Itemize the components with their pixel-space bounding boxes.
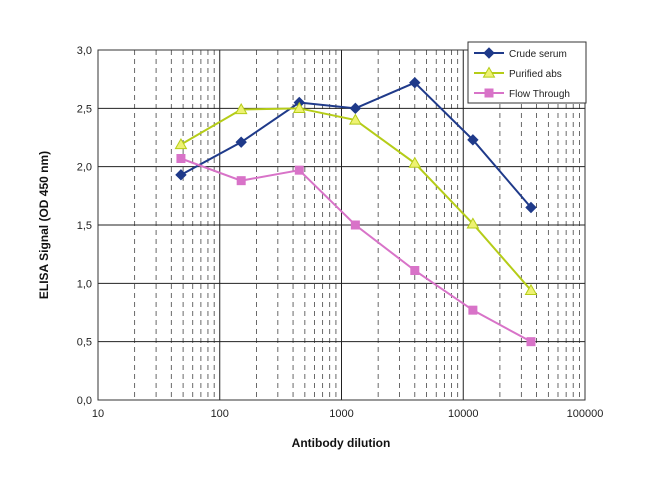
series-purified-abs — [174, 101, 538, 295]
data-point — [468, 305, 478, 315]
x-tick-label: 100000 — [567, 408, 604, 420]
x-tick-labels: 10 100 1000 10000 100000 — [92, 408, 603, 420]
data-point — [234, 102, 248, 115]
data-point — [175, 169, 187, 181]
data-point — [466, 217, 480, 229]
data-point — [409, 76, 421, 89]
y-tick-label: 1,0 — [77, 278, 92, 290]
legend-label: Purified abs — [509, 69, 562, 80]
legend: Crude serum Purified abs Flow Through — [467, 41, 587, 104]
data-point — [526, 337, 536, 347]
data-point — [235, 136, 247, 148]
data-point — [349, 113, 362, 125]
y-tick-label: 3,0 — [77, 45, 92, 57]
y-tick-label: 0,5 — [77, 337, 92, 349]
data-point — [236, 176, 246, 186]
y-tick-labels: 0,0 0,5 1,0 1,5 2,0 2,5 3,0 — [77, 45, 92, 407]
x-axis-title: Antibody dilution — [292, 436, 391, 450]
x-tick-label: 1000 — [329, 408, 353, 420]
legend-entry: Purified abs — [474, 66, 562, 80]
data-point — [525, 201, 537, 214]
series-crude-serum — [175, 76, 537, 214]
series-flow-through — [176, 154, 536, 347]
plot-border — [97, 49, 586, 401]
data-point — [349, 102, 362, 115]
legend-swatch-marker — [483, 47, 495, 59]
y-tick-label: 2,5 — [77, 103, 92, 115]
legend-swatch-marker — [484, 88, 494, 98]
data-point — [294, 165, 304, 175]
data-point — [467, 134, 479, 146]
series-layer — [174, 76, 538, 347]
x-tick-label: 10 — [92, 408, 104, 420]
legend-entry: Crude serum — [474, 47, 567, 60]
y-axis-title: ELISA Signal (OD 450 nm) — [37, 151, 51, 299]
legend-label: Crude serum — [509, 49, 567, 60]
legend-swatch-marker — [482, 66, 496, 78]
data-point — [524, 283, 538, 295]
y-tick-label: 1,5 — [77, 220, 92, 232]
x-tick-label: 100 — [211, 408, 229, 420]
y-tick-label: 0,0 — [77, 395, 92, 407]
data-point — [292, 101, 306, 113]
data-point — [176, 154, 186, 163]
data-point — [408, 156, 422, 168]
data-point — [174, 137, 188, 150]
x-tick-label: 10000 — [448, 408, 479, 420]
data-point — [410, 266, 420, 275]
legend-entry: Flow Through — [474, 88, 570, 100]
y-tick-label: 2,0 — [77, 162, 92, 174]
data-point — [350, 220, 360, 230]
legend-label: Flow Through — [509, 89, 570, 100]
